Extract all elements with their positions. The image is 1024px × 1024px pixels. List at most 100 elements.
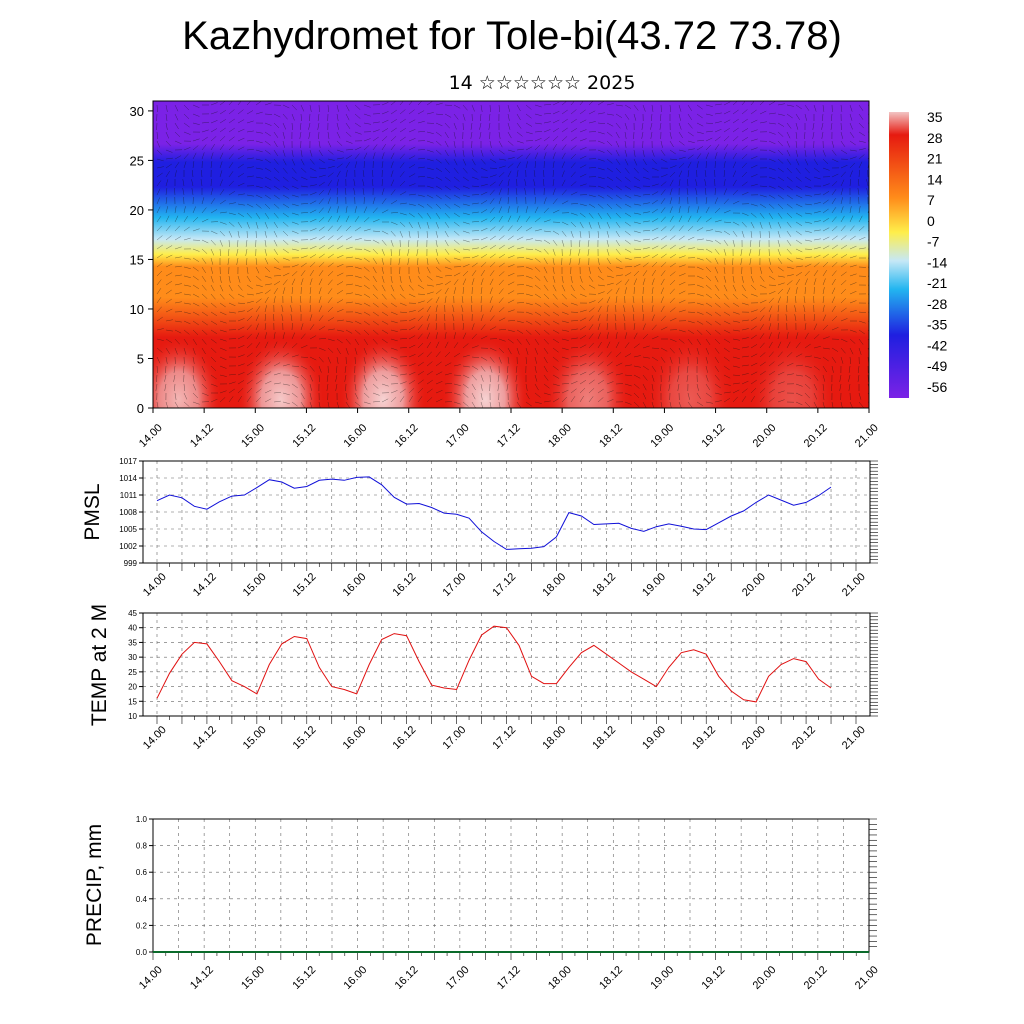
y-tick-label: 5 [137,351,144,366]
x-tick-label: 17.12 [495,422,523,450]
y-tick-label: 1017 [119,457,137,466]
x-tick-label: 18.00 [540,724,568,752]
x-tick-label: 17.00 [440,724,468,752]
series-line [156,625,832,703]
colorbar-label: 35 [927,109,943,125]
x-tick-label: 18.00 [546,422,574,450]
x-tick-label: 16.12 [391,571,419,599]
colorbar-label: -49 [927,358,947,374]
y-tick-label: 10 [130,302,144,317]
grid-lines [143,461,870,563]
x-tick-label: 17.12 [490,724,518,752]
y-tick-label: 35 [128,638,137,647]
colorbar [889,112,909,398]
y-tick-label: 999 [124,559,138,568]
x-tick-label: 18.12 [590,571,618,599]
colorbar-label: -28 [927,296,947,312]
x-tick-label: 15.12 [291,571,319,599]
x-tick-label: 18.00 [546,964,574,992]
y-tick-label: 10 [128,712,137,721]
right-ticks [870,460,878,564]
warm-cell [748,331,836,408]
x-tick-label: 18.00 [540,571,568,599]
colorbar-label: 21 [927,151,943,167]
x-tick-label: 16.00 [341,571,369,599]
y-tick-label: 15 [130,252,144,267]
x-tick-label: 14.12 [191,724,219,752]
x-tick-label: 19.00 [640,724,668,752]
right-ticks [869,818,877,947]
colorbar-label: 0 [927,213,935,229]
x-tick-label: 19.00 [648,422,676,450]
x-tick-label: 21.00 [840,724,868,752]
warm-cell [339,331,427,408]
y-tick-label: 0.8 [136,842,148,851]
x-tick-label: 19.00 [640,571,668,599]
x-tick-label: 20.00 [740,571,768,599]
x-tick-label: 17.00 [440,571,468,599]
x-tick-label: 16.00 [341,724,369,752]
x-tick-label: 20.12 [790,724,818,752]
y-tick-label: 20 [128,683,137,692]
warm-cell [544,331,632,408]
x-tick-label: 14.12 [191,571,219,599]
colorbar-label: 7 [927,192,935,208]
x-tick-label: 15.00 [239,422,267,450]
x-tick-label: 15.12 [290,422,318,450]
chart-title: Kazhydromet for Tole-bi(43.72 73.78) [182,14,842,58]
wind-vectors [155,101,869,408]
x-tick-label: 15.12 [290,964,318,992]
y-tick-label: 0.0 [136,948,148,957]
x-tick-label: 17.00 [444,964,472,992]
x-tick-label: 14.12 [188,964,216,992]
y-tick-label: 1008 [119,508,137,517]
x-tick-label: 16.12 [391,724,419,752]
x-tick-label: 15.00 [239,964,267,992]
x-tick-label: 14.00 [141,571,169,599]
y-tick-label: 0.6 [136,868,148,877]
y-tick-label: 0 [137,401,144,416]
wind-vector-field [155,101,869,408]
y-tick-label: 45 [128,609,137,618]
y-axis-label: TEMP at 2 M [88,604,111,726]
x-tick-label: 18.12 [597,422,625,450]
colorbar-label: -56 [927,379,947,395]
x-tick-label: 17.12 [490,571,518,599]
x-tick-label: 17.00 [444,422,472,450]
x-tick-label: 19.12 [690,571,718,599]
x-tick-label: 14.00 [137,964,165,992]
x-tick-label: 20.12 [790,571,818,599]
y-axis-label: PMSL [81,483,104,540]
warm-cell [153,331,223,408]
x-tick-label: 16.00 [341,422,369,450]
y-tick-label: 20 [130,203,144,218]
x-tick-label: 19.12 [690,724,718,752]
y-tick-label: 40 [128,624,137,633]
colorbar-label: 28 [927,130,943,146]
right-ticks [870,612,878,717]
warm-cells [153,331,836,408]
y-tick-label: 0.4 [136,895,148,904]
x-tick-label: 14.00 [137,422,165,450]
y-tick-label: 1002 [119,542,137,551]
colorbar-label: -21 [927,275,947,291]
colorbar-label: -7 [927,234,940,250]
x-tick-label: 18.12 [597,964,625,992]
x-tick-label: 15.00 [241,571,269,599]
x-tick-label: 20.12 [802,964,830,992]
x-tick-label: 20.00 [751,964,779,992]
colorbar-label: 14 [927,171,943,187]
x-tick-label: 14.12 [188,422,216,450]
grid-lines [153,819,869,952]
y-tick-label: 30 [130,104,144,119]
y-tick-label: 25 [130,153,144,168]
x-tick-label: 20.00 [740,724,768,752]
heatmap-panel: 0 5 10 15 20 25 30 14.00 14.12 15.00 15.12 16.00 16.… [130,100,947,450]
y-tick-label: 25 [128,668,137,677]
warm-cell [646,331,734,408]
x-tick-label: 21.00 [853,422,881,450]
x-tick-label: 15.00 [241,724,269,752]
y-tick-label: 1011 [120,491,138,500]
